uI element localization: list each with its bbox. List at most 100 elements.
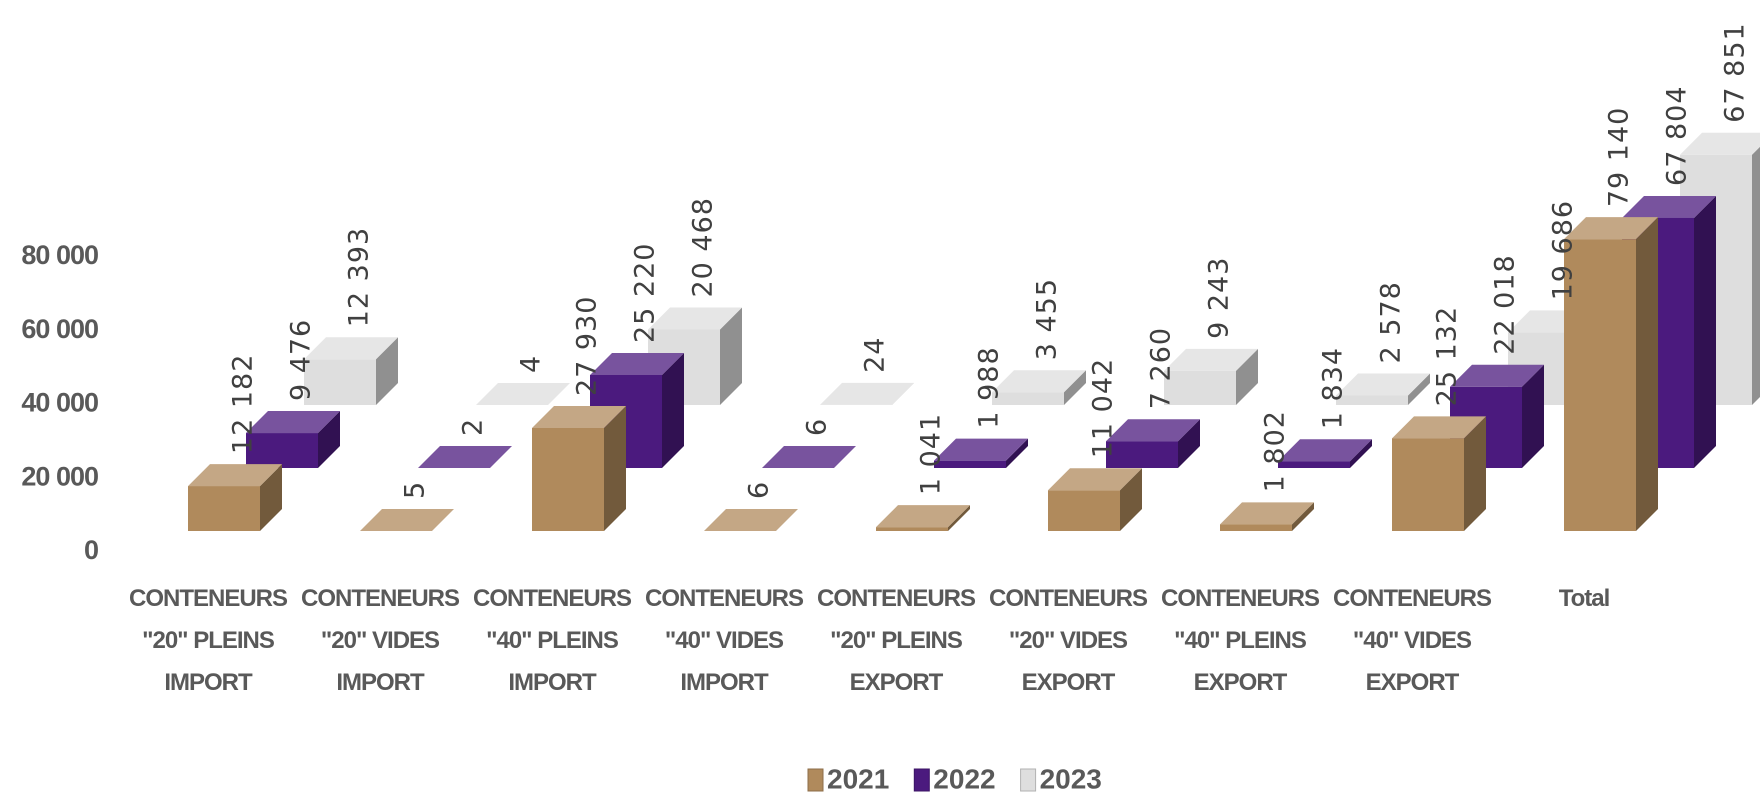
- value-label: 12 182: [228, 354, 259, 454]
- bar-top: [246, 411, 340, 434]
- y-tick-label: 40 000: [21, 388, 98, 418]
- bar: [246, 433, 318, 468]
- bar-side: [490, 445, 512, 468]
- x-tick-label: CONTENEURS "20" VIDES EXPORT: [988, 585, 1148, 696]
- bar-side: [1752, 146, 1760, 405]
- bar-top: [648, 307, 742, 330]
- legend-swatch: [913, 768, 930, 792]
- bar-top: [1564, 217, 1658, 240]
- value-label: 22 018: [1490, 254, 1521, 354]
- bar-top: [934, 438, 1028, 461]
- bar-top: [418, 445, 512, 468]
- bar: [1048, 490, 1120, 531]
- bar-side: [548, 382, 570, 405]
- bar: [1220, 524, 1292, 531]
- bar-side: [1236, 348, 1258, 405]
- value-label: 9 476: [286, 319, 317, 401]
- bar-top: [1392, 416, 1486, 439]
- value-label: 24: [860, 337, 891, 373]
- bar-side: [1464, 416, 1486, 531]
- value-label: 3 455: [1032, 278, 1063, 360]
- bar-side: [1178, 419, 1200, 468]
- bar-top: [704, 508, 798, 531]
- value-label: 4: [516, 355, 547, 373]
- bar-side: [1694, 195, 1716, 468]
- bar-top: [476, 382, 570, 405]
- bar-side: [1006, 438, 1028, 468]
- bar-side: [948, 505, 970, 531]
- bar-top: [1450, 364, 1544, 387]
- value-label: 67 804: [1662, 85, 1693, 185]
- bar-side: [892, 382, 914, 405]
- bar-top: [820, 382, 914, 405]
- legend-label: 2023: [1040, 763, 1102, 794]
- bar-top: [360, 508, 454, 531]
- y-tick-label: 0: [84, 535, 98, 565]
- bar-side: [1292, 502, 1314, 531]
- value-label: 11 042: [1088, 358, 1119, 458]
- bar-side: [720, 307, 742, 405]
- bar: [1106, 441, 1178, 468]
- x-tick-label: CONTENEURS "20" PLEINS IMPORT: [128, 585, 288, 696]
- bar-top: [532, 406, 626, 429]
- bar-top: [1278, 439, 1372, 462]
- y-tick-label: 80 000: [21, 240, 98, 270]
- bar-top: [1680, 132, 1760, 155]
- bar-side: [1408, 373, 1430, 405]
- value-label: 9 243: [1204, 257, 1235, 339]
- bar-top: [188, 464, 282, 487]
- bar: [934, 460, 1006, 468]
- value-label: 25 132: [1432, 306, 1463, 406]
- bar-side: [662, 353, 684, 468]
- bar: [1564, 239, 1636, 531]
- legend-swatch: [1020, 768, 1037, 792]
- bar-side: [834, 445, 856, 468]
- bar-top: [1622, 195, 1716, 218]
- bar-side: [260, 464, 282, 531]
- value-label: 79 140: [1604, 107, 1635, 207]
- value-label: 27 930: [572, 296, 603, 396]
- bar-top: [1106, 419, 1200, 442]
- bar-top: [590, 353, 684, 376]
- bar-side: [432, 508, 454, 531]
- bar-top: [1336, 373, 1430, 396]
- bar: [1278, 461, 1350, 468]
- bar-side: [1636, 217, 1658, 531]
- bar-side: [604, 406, 626, 531]
- bar: [188, 486, 260, 531]
- bar-side: [1120, 468, 1142, 531]
- bar-side: [776, 508, 798, 531]
- bar-top: [1048, 468, 1142, 491]
- value-label: 6: [744, 481, 775, 499]
- value-label: 1 802: [1260, 410, 1291, 492]
- x-tick-label: CONTENEURS "20" VIDES IMPORT: [300, 585, 460, 696]
- x-tick-label: CONTENEURS "40" PLEINS IMPORT: [472, 585, 632, 696]
- value-label: 67 851: [1720, 22, 1751, 122]
- x-tick-label: CONTENEURS "40" PLEINS EXPORT: [1160, 585, 1320, 696]
- bar: [1392, 438, 1464, 531]
- bar-top: [1164, 348, 1258, 371]
- bar-side: [1350, 439, 1372, 468]
- value-label: 1 834: [1318, 347, 1349, 429]
- bar-side: [1064, 370, 1086, 405]
- y-tick-label: 60 000: [21, 314, 98, 344]
- x-tick-label: Total: [1558, 585, 1611, 612]
- bar-side: [376, 337, 398, 405]
- value-label: 19 686: [1548, 200, 1579, 300]
- legend-swatch: [807, 768, 824, 792]
- value-labels: 12 393 4 20 468 24 3 455 9 243 2 578 19 686 67 8…: [228, 22, 1751, 499]
- bar-top: [762, 445, 856, 468]
- bar-top: [992, 370, 1086, 393]
- value-label: 1 041: [916, 413, 947, 495]
- value-label: 7 260: [1146, 327, 1177, 409]
- bar-side: [1522, 364, 1544, 468]
- value-label: 2: [458, 418, 489, 436]
- bar: [876, 527, 948, 531]
- x-tick-label: CONTENEURS "40" VIDES IMPORT: [644, 585, 804, 696]
- x-tick-label: CONTENEURS "40" VIDES EXPORT: [1332, 585, 1492, 696]
- bar-side: [318, 411, 340, 468]
- x-tick-label: CONTENEURS "20" PLEINS EXPORT: [816, 585, 976, 696]
- legend-label: 2022: [933, 763, 995, 794]
